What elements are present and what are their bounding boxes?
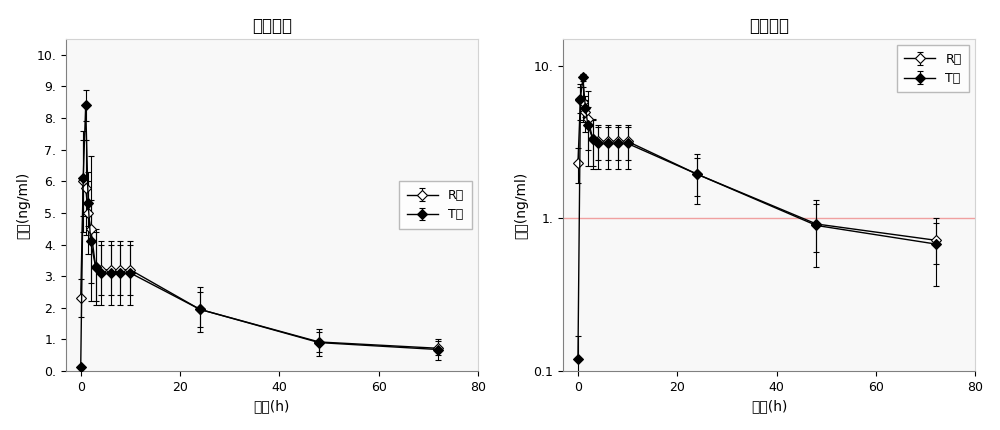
Legend: R药, T药: R药, T药 — [399, 181, 472, 229]
Y-axis label: 浓度(ng/ml): 浓度(ng/ml) — [17, 172, 31, 239]
Title: 均数对比: 均数对比 — [749, 17, 789, 35]
X-axis label: 时间(h): 时间(h) — [254, 399, 290, 413]
Title: 均数对比: 均数对比 — [252, 17, 292, 35]
Y-axis label: 浓度(ng/ml): 浓度(ng/ml) — [514, 172, 528, 239]
X-axis label: 时间(h): 时间(h) — [751, 399, 787, 413]
Legend: R药, T药: R药, T药 — [897, 45, 969, 92]
